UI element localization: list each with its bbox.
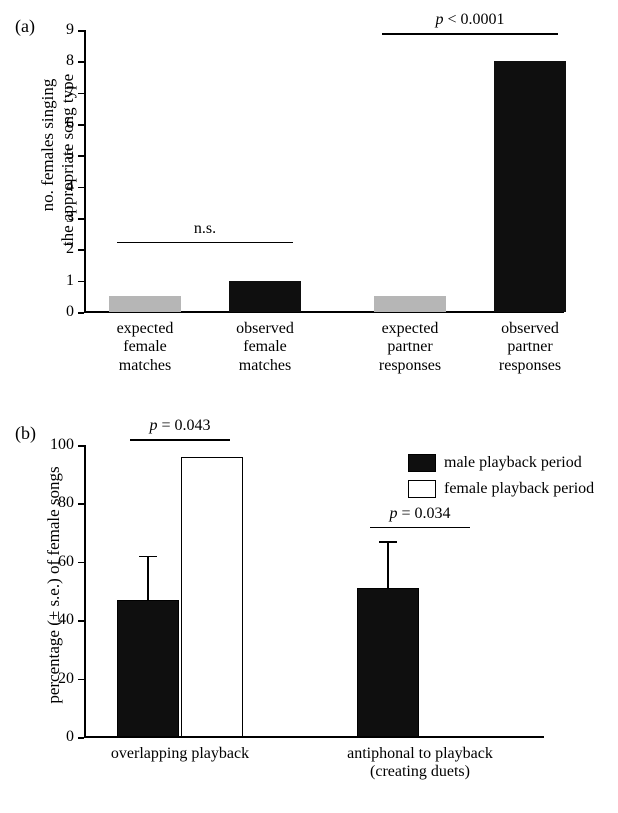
y-tick (78, 562, 84, 564)
y-tick-label: 40 (46, 611, 74, 629)
bar (181, 457, 243, 737)
y-tick (78, 503, 84, 505)
y-tick (78, 620, 84, 622)
x-label: antiphonal to playback(creating duets) (320, 745, 520, 782)
y-tick (78, 679, 84, 681)
error-cap (379, 541, 397, 543)
legend-swatch-male (408, 454, 436, 472)
sig-label: p = 0.034 (378, 505, 462, 523)
y-tick-label: 0 (46, 728, 74, 746)
bar (357, 588, 419, 737)
legend-label-male: male playback period (444, 454, 582, 472)
x-label: overlapping playback (90, 745, 270, 763)
legend-swatch-female (408, 480, 436, 498)
bar (117, 600, 179, 737)
legend-label-female: female playback period (444, 480, 594, 498)
y-tick-label: 80 (46, 494, 74, 512)
sig-label: p = 0.043 (138, 417, 222, 435)
y-tick-label: 60 (46, 553, 74, 571)
y-tick (78, 737, 84, 739)
panel-b-letter: (b) (15, 423, 36, 444)
y-tick (78, 445, 84, 447)
y-tick-label: 20 (46, 670, 74, 688)
y-tick-label: 100 (46, 436, 74, 454)
panel-b: (b) percentage (± s.e.) of female songs … (0, 0, 618, 813)
panel-b-y-axis (84, 445, 86, 737)
sig-line (370, 527, 470, 529)
error-bar (387, 541, 389, 588)
error-cap (139, 556, 157, 558)
error-bar (147, 556, 149, 600)
sig-line (130, 439, 230, 441)
